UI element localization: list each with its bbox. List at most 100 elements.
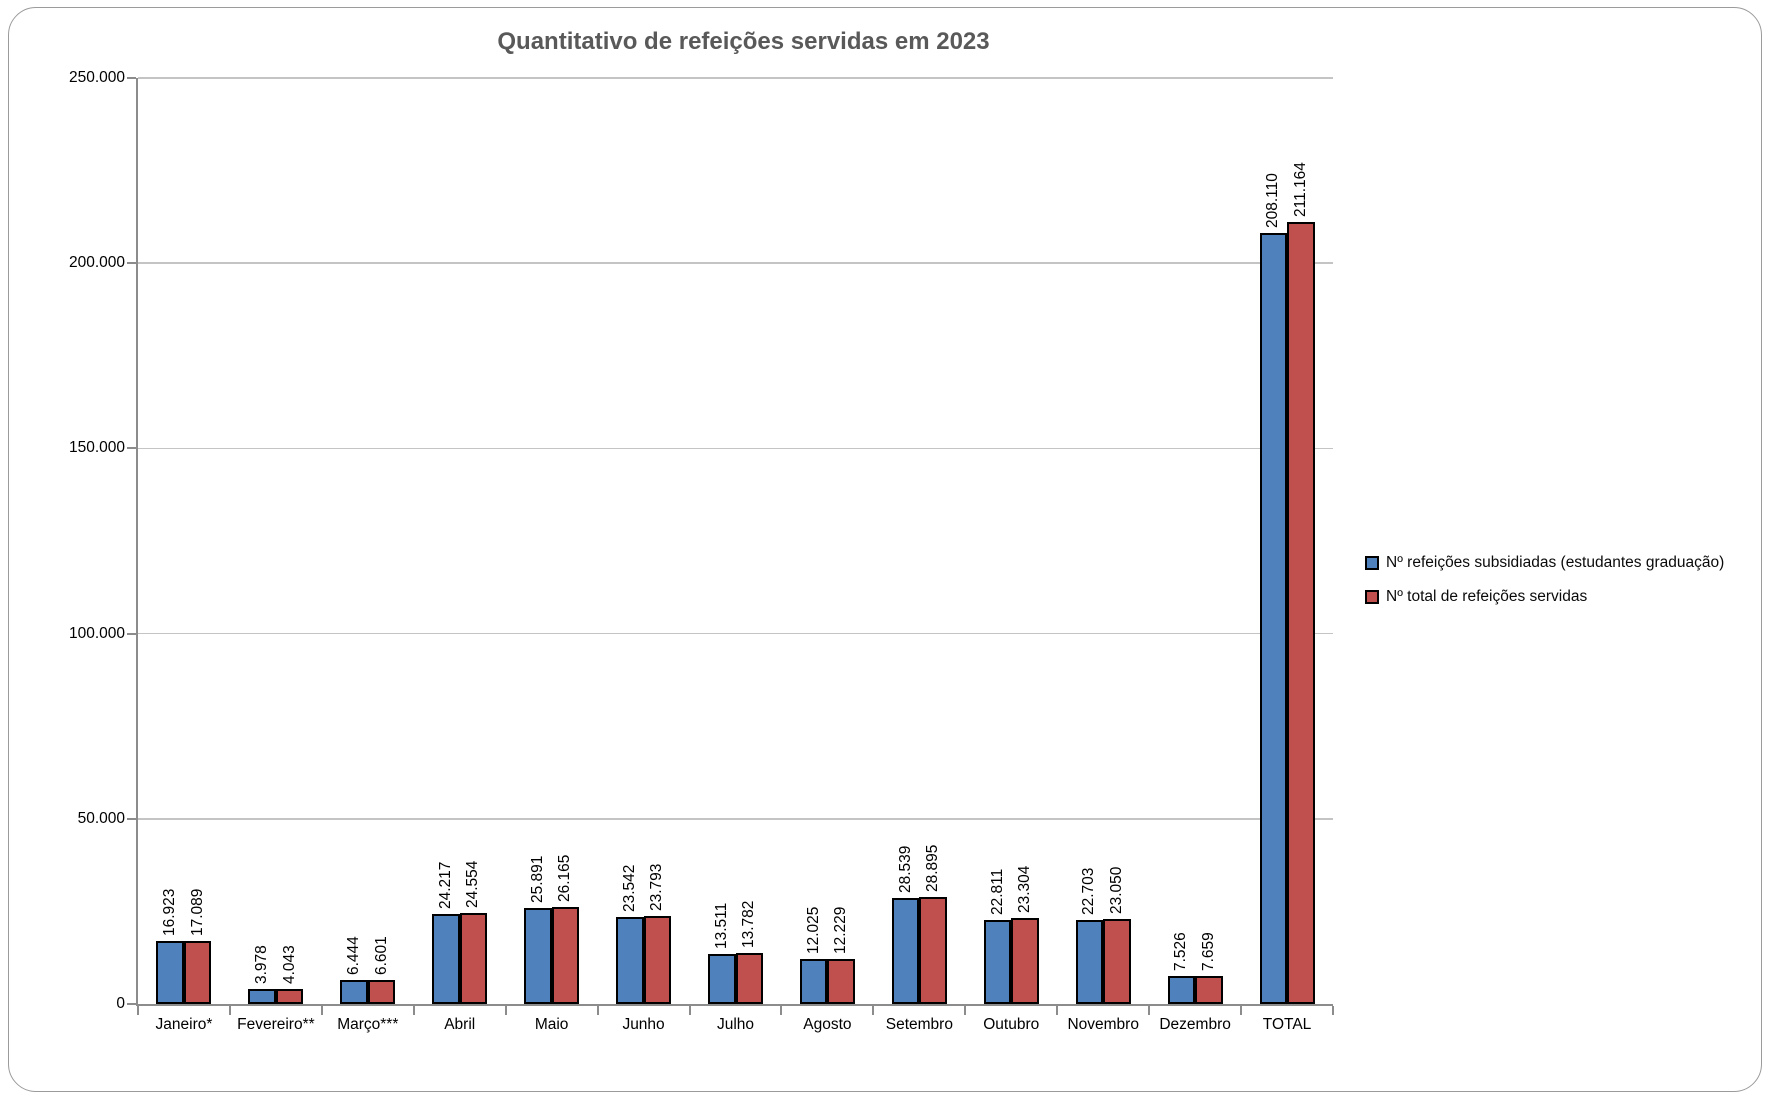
category-label: TOTAL (1262, 1016, 1312, 1033)
bar (432, 914, 460, 1004)
ytick-label: 150.000 (68, 439, 125, 457)
category-label: Novembro (1067, 1016, 1139, 1033)
data-label: 23.304 (1016, 865, 1034, 913)
ytick-label: 50.000 (77, 809, 125, 827)
gridline (138, 447, 1333, 450)
category-label: Agosto (803, 1016, 852, 1033)
legend-marker-icon (1365, 590, 1379, 604)
data-label: 28.539 (896, 845, 914, 894)
bar (708, 953, 736, 1004)
category-label: Fevereiro** (237, 1016, 315, 1033)
data-label: 3.978 (253, 945, 271, 985)
bar (1167, 976, 1196, 1004)
bar (1259, 233, 1288, 1004)
bar (616, 916, 644, 1004)
data-label: 23.542 (620, 864, 638, 912)
legend-item: Nº refeições subsidiadas (estudantes gra… (1365, 551, 1724, 575)
data-label: 7.659 (1199, 931, 1217, 971)
legend: Nº refeições subsidiadas (estudantes gra… (1365, 551, 1724, 619)
data-label: 24.217 (436, 861, 454, 910)
legend-label: Nº refeições subsidiadas (estudantes gra… (1386, 554, 1725, 571)
legend-label: Nº total de refeições servidas (1386, 588, 1588, 605)
category-label: Setembro (885, 1016, 953, 1033)
data-label: 26.165 (556, 854, 574, 903)
x-axis-tick (1240, 1006, 1243, 1015)
gridline (138, 77, 1333, 79)
x-axis-tick (596, 1006, 599, 1015)
chart-title: Quantitativo de refeições servidas em 20… (497, 28, 990, 55)
bar (891, 898, 920, 1004)
y-axis-line (136, 78, 138, 1006)
bar (248, 989, 276, 1004)
data-label: 6.601 (372, 935, 390, 975)
chart-frame: Quantitativo de refeições servidas em 20… (8, 7, 1762, 1092)
category-label: Abril (444, 1016, 476, 1033)
x-axis-tick (688, 1006, 691, 1015)
data-label: 22.811 (988, 868, 1006, 915)
bar (340, 980, 368, 1004)
bar (983, 919, 1012, 1004)
ytick-label: 200.000 (68, 254, 125, 272)
bar (524, 908, 552, 1004)
bar (459, 913, 488, 1004)
legend-item: Nº total de refeições servidas (1365, 585, 1724, 609)
x-axis-tick (780, 1006, 783, 1015)
data-label: 23.050 (1107, 866, 1125, 914)
y-axis-tick (127, 632, 136, 635)
bar (643, 915, 672, 1004)
data-label: 13.511 (712, 902, 730, 949)
y-axis-tick (127, 262, 136, 265)
bar (1011, 917, 1039, 1004)
bar (551, 907, 580, 1004)
y-axis-tick (127, 77, 136, 79)
x-axis-tick (964, 1006, 967, 1015)
data-label: 208.110 (1264, 173, 1282, 229)
category-label: Dezembro (1159, 1016, 1231, 1033)
y-axis-tick (127, 447, 136, 450)
bar (1075, 919, 1104, 1004)
bar (1287, 221, 1315, 1004)
data-label: 28.895 (924, 844, 942, 892)
data-label: 7.526 (1172, 932, 1190, 972)
data-label: 16.923 (161, 888, 179, 937)
category-label: Janeiro* (155, 1016, 213, 1033)
x-axis-tick (1148, 1006, 1151, 1015)
gridline (138, 818, 1333, 820)
x-axis-tick (1056, 1006, 1059, 1015)
data-label: 12.025 (804, 907, 822, 955)
x-axis-tick (137, 1006, 139, 1015)
x-axis-tick (872, 1006, 875, 1015)
bar (827, 958, 855, 1004)
bar (367, 979, 396, 1004)
category-label: Maio (534, 1016, 569, 1033)
bar (1103, 918, 1131, 1004)
gridline (138, 632, 1333, 635)
legend-marker-icon (1365, 556, 1379, 570)
x-axis-tick (228, 1006, 231, 1015)
bar (183, 940, 212, 1004)
data-label: 17.089 (188, 888, 206, 936)
gridline (138, 262, 1333, 264)
ytick-label: 250.000 (68, 69, 125, 86)
data-label: 6.444 (345, 936, 363, 976)
data-label: 24.554 (464, 860, 482, 909)
data-label: 23.793 (648, 863, 666, 911)
ytick-label: 0 (116, 995, 125, 1012)
bar (275, 989, 304, 1004)
category-label: Junho (622, 1016, 665, 1033)
x-axis-tick (1332, 1006, 1334, 1015)
y-axis-tick (127, 1003, 136, 1005)
data-label: 22.703 (1080, 867, 1098, 915)
x-axis-line (136, 1004, 1333, 1006)
bar (735, 952, 763, 1004)
x-axis-tick (504, 1006, 507, 1015)
data-label: 12.229 (832, 906, 850, 954)
data-label: 25.891 (528, 855, 546, 904)
data-label: 4.043 (280, 945, 298, 985)
category-label: Outubro (983, 1016, 1040, 1033)
bar (156, 941, 184, 1004)
y-axis-tick (127, 817, 136, 820)
category-label: Julho (716, 1016, 755, 1033)
data-label: 211.164 (1291, 161, 1309, 217)
x-axis-tick (412, 1006, 415, 1015)
